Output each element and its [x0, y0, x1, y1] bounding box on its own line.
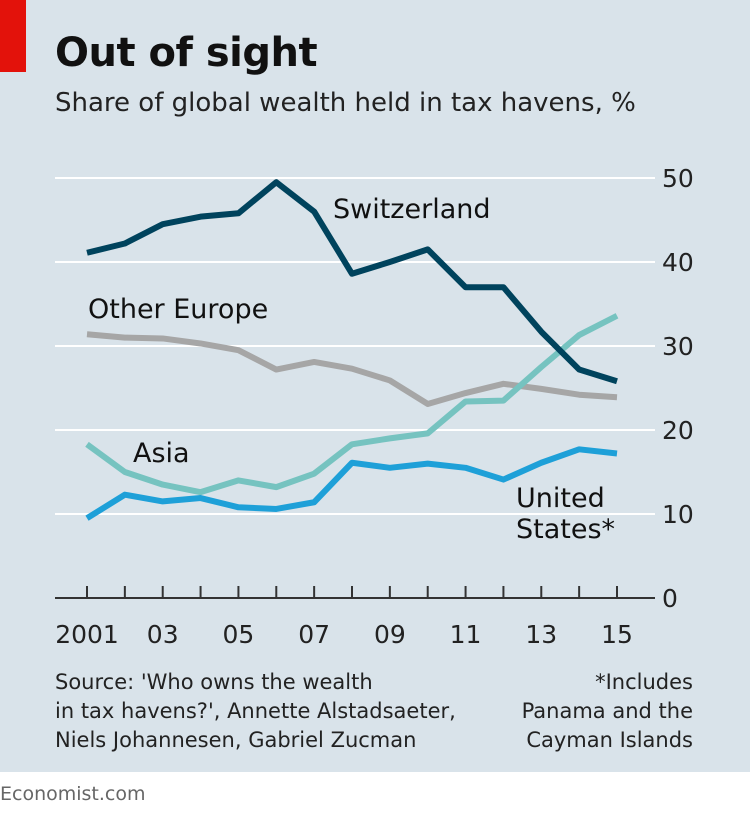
brand-red-tag	[0, 0, 26, 72]
chart-title: Out of sight	[55, 30, 318, 76]
brand-link[interactable]: Economist.com	[0, 783, 146, 805]
series-label: Other Europe	[88, 294, 268, 325]
y-tick-label: 20	[662, 416, 694, 445]
x-tick-label: 09	[374, 620, 406, 649]
series-label: United	[516, 483, 605, 514]
y-axis: 0 10 20 30 40 50	[662, 164, 694, 613]
source-line: in tax havens?', Annette Alstadsaeter,	[55, 699, 456, 723]
source-note: Source: 'Who owns the wealth in tax have…	[55, 668, 456, 755]
series-label: Asia	[133, 438, 190, 469]
y-tick-label: 30	[662, 332, 694, 361]
x-axis: 2001 03 05 07 09 11 13 15	[55, 586, 633, 649]
x-tick-label: 15	[601, 620, 633, 649]
gridlines	[55, 177, 655, 599]
line-chart: 0 10 20 30 40 50 2001 03 05 07 09 11 13 15 Switzerla…	[55, 164, 694, 649]
source-line: Niels Johannesen, Gabriel Zucman	[55, 728, 417, 752]
y-tick-label: 40	[662, 248, 694, 277]
footnote-line: Panama and the	[521, 699, 693, 723]
series-line-asia	[85, 313, 619, 496]
footnote-line: *Includes	[595, 670, 693, 694]
series-line-other-europe	[86, 331, 618, 407]
y-tick-label: 50	[662, 164, 694, 193]
y-tick-label: 0	[662, 584, 678, 613]
series-line-united-states	[85, 446, 618, 521]
chart-subtitle: Share of global wealth held in tax haven…	[55, 88, 636, 118]
y-tick-label: 10	[662, 500, 694, 529]
x-tick-label: 2001	[55, 620, 119, 649]
footnote-line: Cayman Islands	[526, 728, 693, 752]
series-label: States*	[516, 514, 615, 545]
x-tick-label: 07	[298, 620, 330, 649]
series-label: Switzerland	[333, 194, 491, 225]
series-lines	[85, 179, 619, 521]
x-tick-label: 11	[450, 620, 482, 649]
series-line-switzerland	[86, 179, 618, 385]
x-tick-label: 05	[223, 620, 255, 649]
chart-panel	[0, 0, 750, 772]
x-tick-label: 13	[525, 620, 557, 649]
x-tick-label: 03	[147, 620, 179, 649]
source-line: Source: 'Who owns the wealth	[55, 670, 373, 694]
footnote: *Includes Panama and the Cayman Islands	[522, 668, 693, 755]
